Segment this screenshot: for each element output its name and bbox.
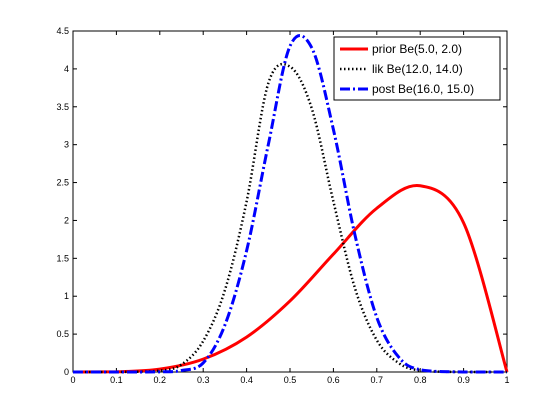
x-tick-label: 0.3 bbox=[197, 375, 210, 385]
legend-label-prior: prior Be(5.0, 2.0) bbox=[372, 42, 462, 56]
x-tick-label: 1 bbox=[504, 375, 509, 385]
legend-label-post: post Be(16.0, 15.0) bbox=[372, 82, 474, 96]
legend: prior Be(5.0, 2.0) lik Be(12.0, 14.0) po… bbox=[333, 36, 501, 101]
x-tick-label: 0 bbox=[70, 375, 75, 385]
x-tick-label: 0.2 bbox=[154, 375, 167, 385]
series-line-post bbox=[73, 34, 507, 374]
x-tick-label: 0.6 bbox=[327, 375, 340, 385]
y-tick-label: 0.5 bbox=[56, 329, 69, 339]
y-tick-label: 4 bbox=[64, 64, 69, 74]
x-tick-label: 0.7 bbox=[371, 375, 384, 385]
y-tick-label: 0 bbox=[64, 367, 69, 377]
x-tick-label: 0.9 bbox=[457, 375, 470, 385]
y-tick-label: 2.5 bbox=[56, 178, 69, 188]
legend-label-lik: lik Be(12.0, 14.0) bbox=[372, 62, 463, 76]
x-tick-label: 0.1 bbox=[110, 375, 123, 385]
y-tick-label: 4.5 bbox=[56, 26, 69, 36]
x-tick-label: 0.4 bbox=[240, 375, 253, 385]
x-tick-label: 0.8 bbox=[414, 375, 427, 385]
x-tick-label: 0.5 bbox=[284, 375, 297, 385]
series-line-prior bbox=[72, 184, 509, 374]
series-lines bbox=[72, 34, 509, 374]
y-tick-label: 1.5 bbox=[56, 253, 69, 263]
y-tick-label: 1 bbox=[64, 291, 69, 301]
y-tick-label: 3 bbox=[64, 140, 69, 150]
y-tick-label: 2 bbox=[64, 215, 69, 225]
series-line-lik bbox=[72, 62, 507, 374]
x-axis-ticks: 0 0.1 0.2 0.3 0.4 0.5 0.6 0.7 0.8 0.9 1 bbox=[70, 31, 510, 385]
y-tick-label: 3.5 bbox=[56, 102, 69, 112]
y-axis-ticks: 0 0.5 1 1.5 2 2.5 3 3.5 4 4.5 bbox=[56, 26, 507, 377]
